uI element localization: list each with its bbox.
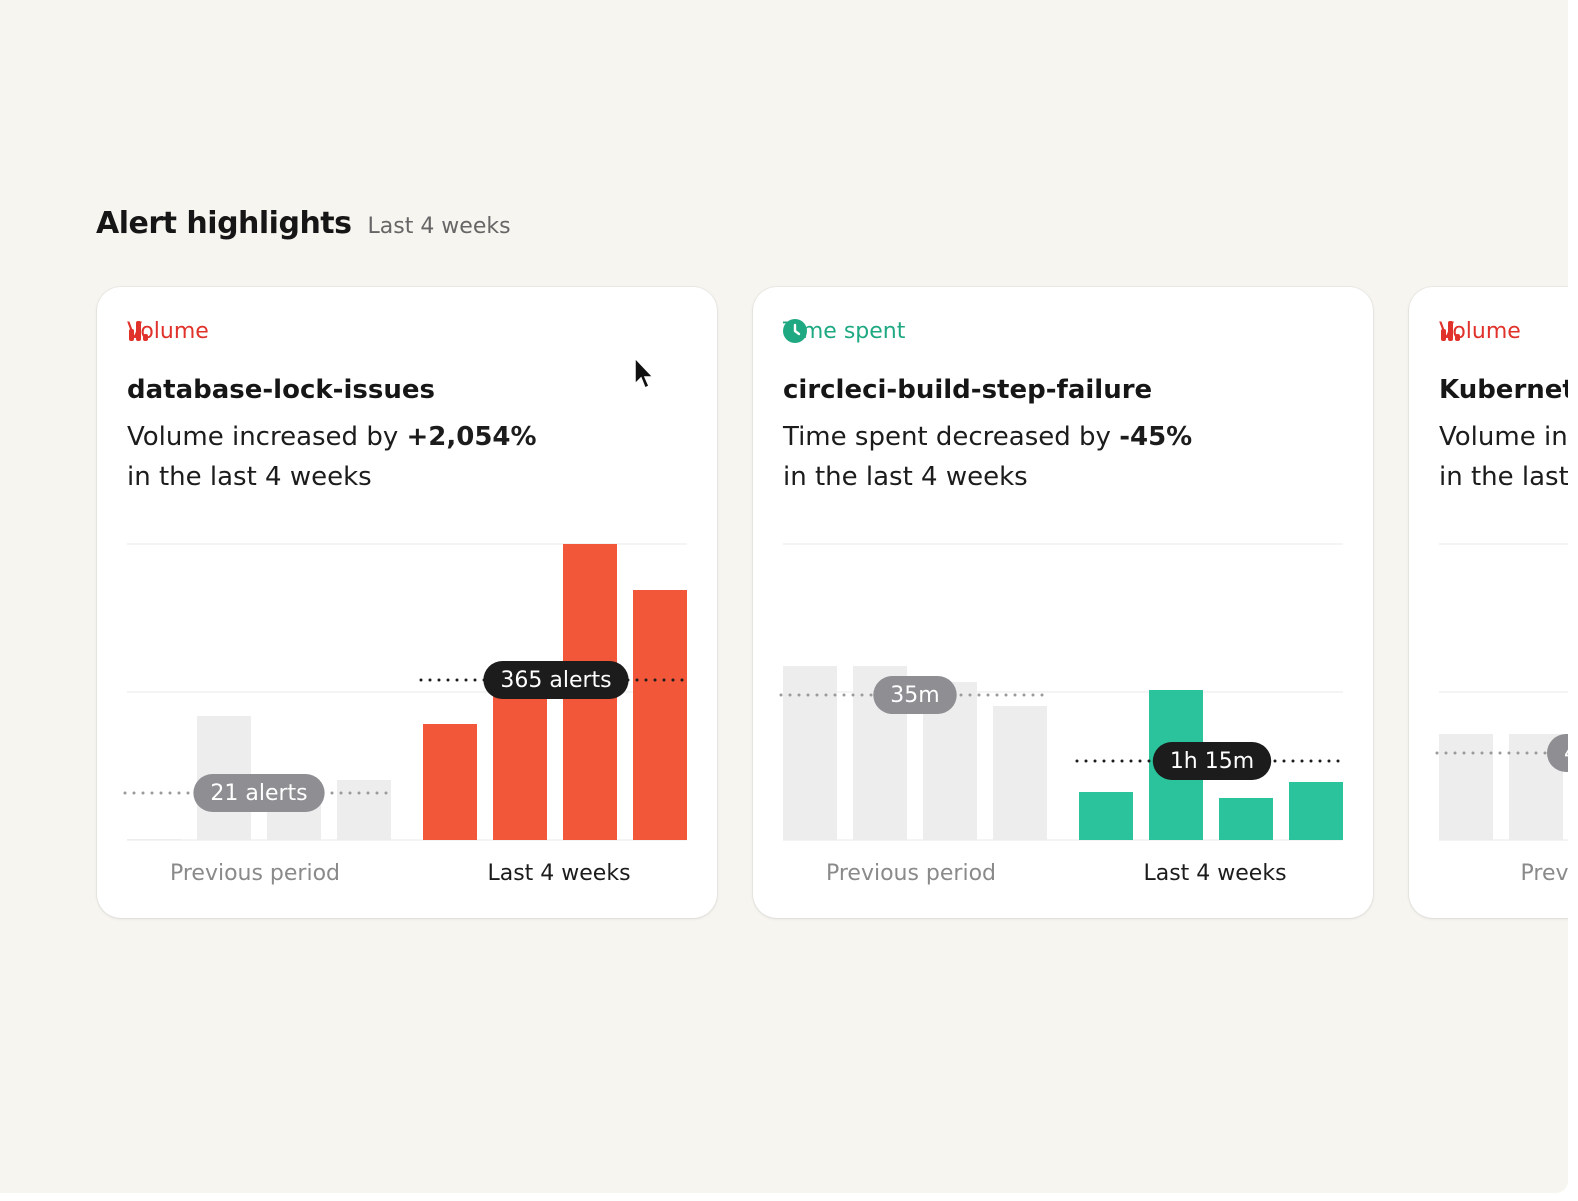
average-pill bbox=[1152, 742, 1272, 780]
tag-icon bbox=[129, 321, 148, 341]
card-summary: Volume in in the last bbox=[1439, 417, 1568, 497]
average-label: 365 alerts bbox=[500, 668, 611, 693]
icon-bar bbox=[1448, 321, 1453, 341]
highlight-card: Volume database-lock-issues Volume increas… bbox=[97, 287, 717, 918]
average-pill bbox=[873, 676, 957, 714]
period-text: in the last 4 weeks bbox=[783, 462, 1028, 492]
average-label: 4 bbox=[1564, 741, 1568, 766]
group-label: Last 4 weeks bbox=[1143, 861, 1286, 886]
summary-text: Volume in bbox=[1439, 422, 1568, 452]
icon-bar bbox=[129, 329, 134, 341]
highlight-card: Volume Kubernet Volume in in the last 4 Previ… bbox=[1409, 287, 1568, 918]
tag-icon bbox=[1441, 321, 1460, 341]
bar-chart: 21 alerts Previous period 365 alerts Last 4… bbox=[123, 543, 691, 886]
bar bbox=[993, 706, 1047, 840]
bar bbox=[633, 590, 687, 840]
icon-bar bbox=[143, 334, 148, 341]
bar-chart: 35m Previous period 1h 15m Last 4 weeks bbox=[779, 543, 1347, 886]
section-header: Alert highlights Last 4 weeks bbox=[96, 206, 511, 241]
icon-bar bbox=[1441, 329, 1446, 341]
bar bbox=[1439, 734, 1493, 840]
bar bbox=[127, 839, 181, 840]
average-pill bbox=[483, 661, 629, 699]
card-summary: Time spent decreased by -45% in the last … bbox=[783, 417, 1192, 497]
icon-bar bbox=[136, 321, 141, 341]
bar bbox=[1289, 782, 1343, 840]
bar bbox=[1219, 798, 1273, 840]
bar-chart: 4 Previous bbox=[1435, 543, 1568, 886]
card-title: database-lock-issues bbox=[127, 375, 435, 405]
bar bbox=[423, 724, 477, 840]
card-tag: Volume bbox=[1439, 319, 1521, 344]
icon-hand bbox=[793, 323, 801, 336]
summary-text: Time spent decreased by bbox=[783, 422, 1111, 452]
tag-icon bbox=[783, 319, 807, 343]
group-label: Previous period bbox=[170, 861, 340, 886]
bar bbox=[337, 780, 391, 840]
card-title: circleci-build-step-failure bbox=[783, 375, 1153, 405]
bar bbox=[493, 690, 547, 840]
change-value: +2,054% bbox=[406, 422, 537, 452]
group-label: Last 4 weeks bbox=[487, 861, 630, 886]
bar bbox=[1079, 792, 1133, 840]
section-title: Alert highlights bbox=[96, 206, 352, 241]
change-value: -45% bbox=[1119, 422, 1193, 452]
highlight-card: Time spent circleci-build-step-failure Tim… bbox=[753, 287, 1373, 918]
group-label: Previous bbox=[1521, 861, 1568, 886]
group-label: Previous period bbox=[826, 861, 996, 886]
card-tag: Time spent bbox=[783, 319, 905, 344]
bar bbox=[783, 666, 837, 840]
summary-text: Volume increased by bbox=[127, 422, 399, 452]
average-pill bbox=[193, 774, 325, 812]
average-label: 21 alerts bbox=[210, 781, 307, 806]
period-text: in the last bbox=[1439, 462, 1568, 492]
period-text: in the last 4 weeks bbox=[127, 462, 372, 492]
card-tag: Volume bbox=[127, 319, 209, 344]
average-pill bbox=[1547, 734, 1568, 772]
icon-bar bbox=[1455, 334, 1460, 341]
section-subtitle: Last 4 weeks bbox=[367, 214, 511, 239]
card-title: Kubernet bbox=[1439, 375, 1568, 405]
mouse-cursor bbox=[634, 356, 655, 390]
average-label: 35m bbox=[890, 683, 939, 708]
average-label: 1h 15m bbox=[1170, 749, 1254, 774]
card-summary: Volume increased by +2,054% in the last 4… bbox=[127, 417, 537, 497]
